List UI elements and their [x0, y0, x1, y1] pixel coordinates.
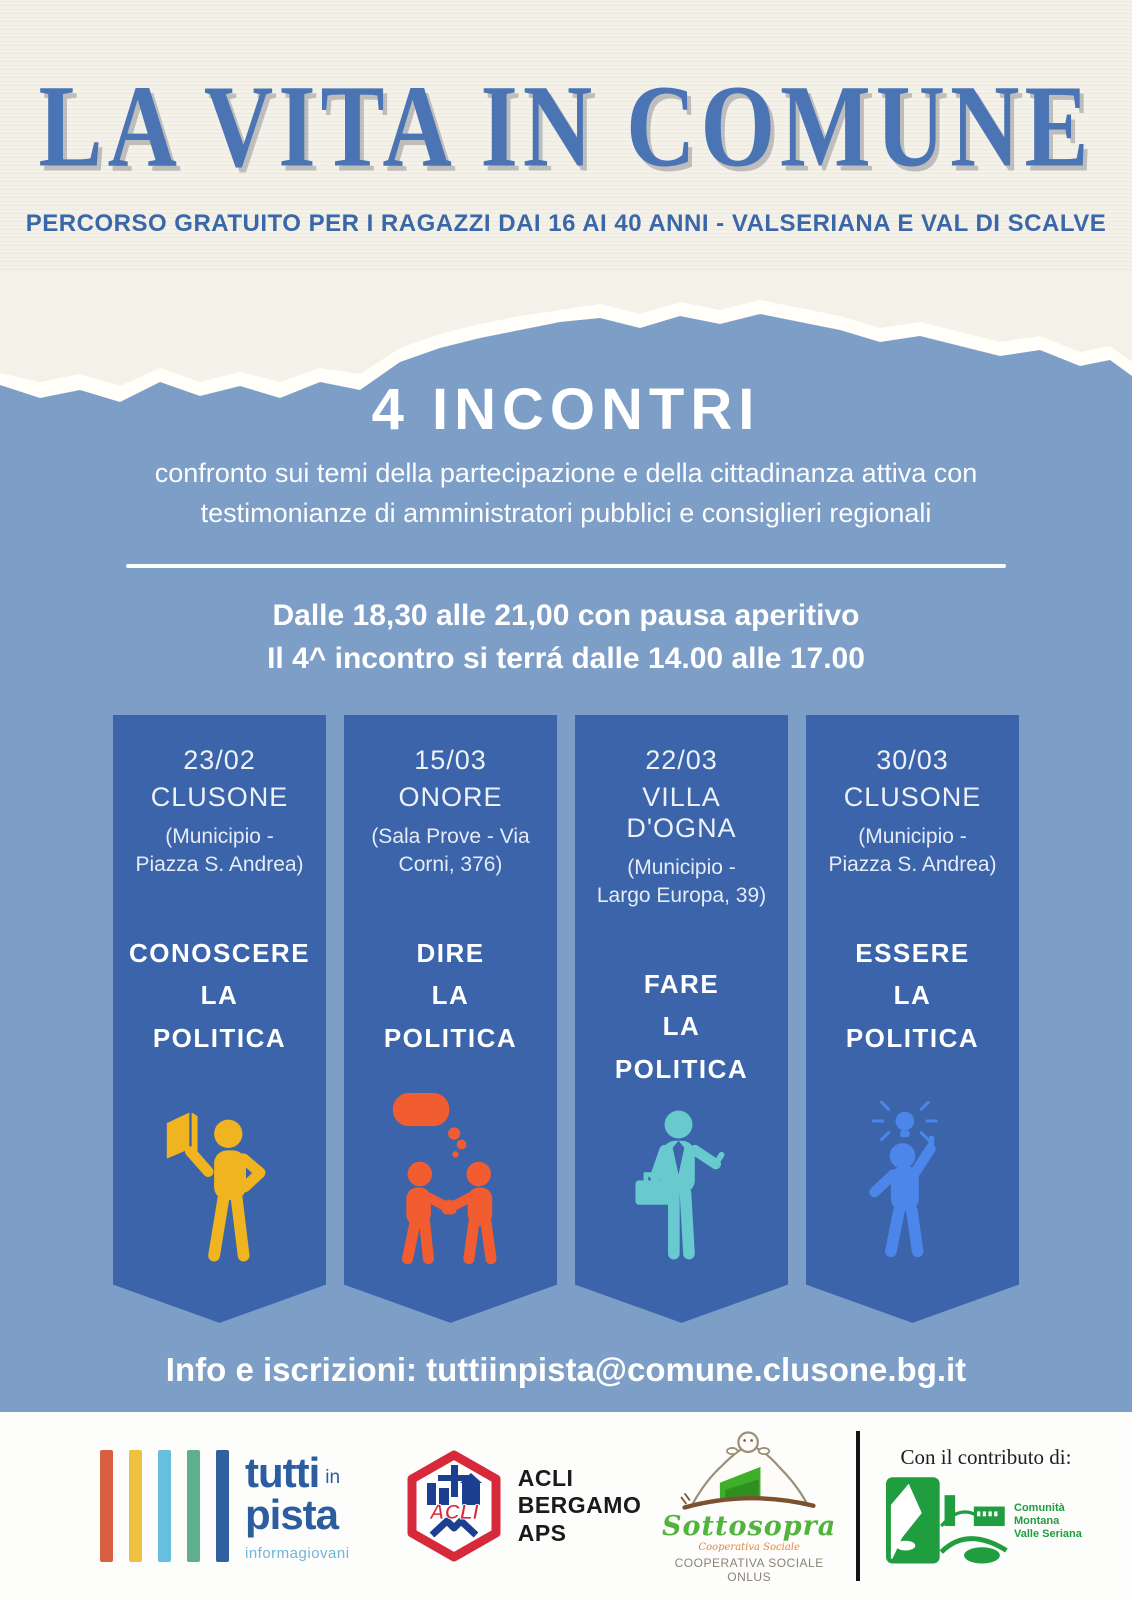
footer-divider-line — [856, 1431, 860, 1581]
tutti-word: tutti — [245, 1448, 320, 1496]
meeting-date: 23/02 — [183, 744, 256, 775]
torn-paper-edge — [0, 270, 1132, 402]
in-word: in — [325, 1466, 341, 1488]
meeting-title: ESSERE LA POLITICA — [845, 937, 980, 1054]
comunita-montana-name: Comunità Montana Valle Seriana — [1014, 1501, 1082, 1541]
acli-line-2: BERGAMO — [517, 1492, 642, 1519]
poster-subtitle: PERCORSO GRATUITO PER I RAGAZZI DAI 16 A… — [25, 209, 1107, 237]
schedule-line-2: Il 4^ incontro si terrá dalle 14.00 alle… — [267, 642, 865, 676]
businessman-briefcase-icon — [618, 1091, 746, 1271]
meeting-date: 15/03 — [414, 744, 487, 775]
meeting-place: VILLA D'OGNA — [626, 781, 737, 843]
meeting-banners: 23/02 CLUSONE (Municipio - Piazza S. And… — [113, 714, 1019, 1323]
meeting-date: 22/03 — [645, 744, 718, 775]
meeting-date: 30/03 — [876, 744, 949, 775]
meeting-venue: (Sala Prove - Via Corni, 376) — [371, 824, 530, 877]
meeting-venue: (Municipio - Piazza S. Andrea) — [135, 824, 304, 877]
acli-line-3: APS — [517, 1519, 567, 1546]
pista-word: pista — [245, 1490, 339, 1538]
sottosopra-script-sub: Cooperativa Sociale — [698, 1542, 800, 1553]
informagiovani-tagline: informagiovani — [245, 1544, 350, 1562]
meeting-title: FARE LA POLITICA — [614, 968, 749, 1085]
acli-line-1: ACLI — [517, 1465, 574, 1492]
divider-line — [126, 563, 1006, 568]
meeting-title: DIRE LA POLITICA — [383, 937, 518, 1054]
meeting-place: CLUSONE — [150, 781, 289, 812]
meeting-venue: (Municipio - Piazza S. Andrea) — [828, 824, 997, 877]
meetings-heading: 4 INCONTRI — [371, 377, 761, 442]
contributo-label: Con il contributo di: — [900, 1444, 1072, 1469]
schedule-line-1: Dalle 18,30 alle 21,00 con pausa aperiti… — [272, 598, 860, 632]
meeting-banner-4: 30/03 CLUSONE (Municipio - Piazza S. And… — [806, 714, 1019, 1323]
acli-badge-text: ACLI — [428, 1501, 479, 1524]
meeting-place: ONORE — [398, 781, 503, 812]
meeting-place: CLUSONE — [843, 781, 982, 812]
sottosopra-subtitle: COOPERATIVA SOCIALE ONLUS — [674, 1556, 824, 1584]
meeting-banner-1: 23/02 CLUSONE (Municipio - Piazza S. And… — [113, 714, 326, 1323]
schedule-block: Dalle 18,30 alle 21,00 con pausa aperiti… — [0, 594, 1132, 681]
handshake-discussion-icon — [383, 1061, 518, 1271]
acli-logo: ACLI ACLI BERGAMO APS — [404, 1450, 644, 1562]
meeting-venue: (Municipio - Largo Europa, 39) — [596, 855, 767, 908]
contributo-block: Con il contributo di: Comunità — [886, 1445, 1086, 1568]
footer-logos: tutti in pista informagiovani — [0, 1412, 1132, 1600]
tutti-in-pista-bars-icon — [100, 1450, 229, 1562]
paper-header: LA VITA IN COMUNE PERCORSO GRATUITO PER … — [0, 0, 1132, 270]
person-idea-lightbulb-icon — [849, 1061, 977, 1271]
acli-hexagon-icon: ACLI — [407, 1450, 501, 1562]
meeting-banner-3: 22/03 VILLA D'OGNA (Municipio - Largo Eu… — [575, 714, 788, 1323]
sottosopra-name: Sottosopra — [662, 1511, 837, 1542]
contact-info: Info e iscrizioni: tuttiinpista@comune.c… — [165, 1350, 967, 1388]
person-reading-book-icon — [155, 1061, 285, 1271]
sottosopra-mountain-icon — [680, 1431, 816, 1510]
tutti-in-pista-logo: tutti in pista informagiovani — [100, 1450, 360, 1562]
sottosopra-logo: Sottosopra Cooperativa Sociale COOPERATI… — [660, 1428, 838, 1584]
poster-title: LA VITA IN COMUNE — [38, 60, 1094, 192]
meeting-banner-2: 15/03 ONORE (Sala Prove - Via Corni, 376… — [344, 714, 557, 1323]
meetings-description: confronto sui temi della partecipazione … — [154, 457, 978, 529]
poster-body: 4 INCONTRI confronto sui temi della part… — [0, 270, 1132, 1389]
comunita-montana-icon — [886, 1476, 1008, 1563]
meeting-title: CONOSCERE LA POLITICA — [128, 937, 311, 1054]
